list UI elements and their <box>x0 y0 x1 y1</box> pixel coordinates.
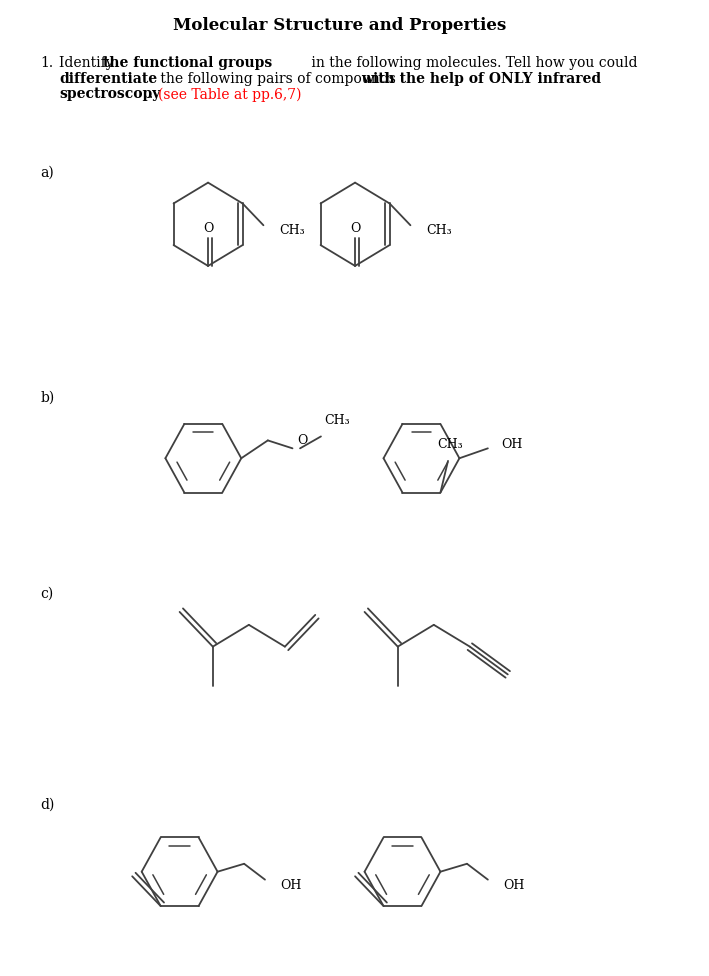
Text: Molecular Structure and Properties: Molecular Structure and Properties <box>173 18 506 34</box>
Text: (see Table at pp.6,7): (see Table at pp.6,7) <box>158 88 301 102</box>
Text: in the following molecules. Tell how you could: in the following molecules. Tell how you… <box>307 56 637 69</box>
Text: a): a) <box>40 166 54 180</box>
Text: O: O <box>297 434 308 447</box>
Text: d): d) <box>40 797 55 811</box>
Text: c): c) <box>40 588 53 601</box>
Text: O: O <box>350 222 360 235</box>
Text: OH: OH <box>280 879 301 892</box>
Text: the functional groups: the functional groups <box>103 56 272 69</box>
Text: CH₃: CH₃ <box>437 438 463 451</box>
Text: CH₃: CH₃ <box>427 224 452 237</box>
Text: CH₃: CH₃ <box>279 224 305 237</box>
Text: OH: OH <box>503 879 525 892</box>
Text: CH₃: CH₃ <box>325 414 350 427</box>
Text: the following pairs of compounds: the following pairs of compounds <box>156 71 400 86</box>
Text: b): b) <box>40 390 55 405</box>
Text: 1.: 1. <box>40 56 53 69</box>
Text: with the help of ONLY infrared: with the help of ONLY infrared <box>361 71 601 86</box>
Text: OH: OH <box>501 438 523 451</box>
Text: O: O <box>203 222 213 235</box>
Text: .: . <box>150 88 158 102</box>
Text: spectroscopy: spectroscopy <box>59 88 160 102</box>
Text: Identify: Identify <box>59 56 118 69</box>
Text: differentiate: differentiate <box>59 71 157 86</box>
